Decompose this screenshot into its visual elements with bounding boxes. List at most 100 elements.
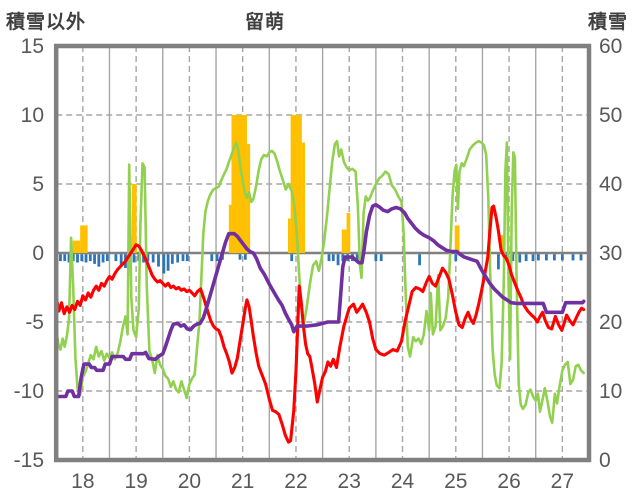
- precip-bar: [238, 254, 242, 260]
- precip-bar: [63, 254, 67, 262]
- precip-bar: [511, 254, 515, 262]
- precip-bar: [80, 254, 84, 262]
- precip-bar: [243, 254, 247, 260]
- sunshine-bar: [72, 240, 81, 253]
- precip-bar: [454, 254, 458, 262]
- precip-bar: [331, 254, 335, 262]
- sunshine-bar: [346, 212, 351, 253]
- sunshine-bar: [131, 184, 137, 253]
- precip-bar: [132, 254, 136, 263]
- precip-bar: [341, 254, 345, 262]
- x-axis-tick: 18: [71, 470, 94, 493]
- x-axis-tick: 20: [178, 470, 201, 493]
- precip-bar: [170, 254, 174, 264]
- sunshine-bar: [301, 142, 306, 253]
- right-axis-title: 積雪: [587, 12, 628, 33]
- sunshine-bar: [290, 115, 302, 253]
- sunshine-bar: [228, 204, 232, 253]
- left-axis-tick: 0: [32, 242, 44, 265]
- sunshine-bar: [80, 225, 88, 253]
- precip-bar: [88, 254, 92, 262]
- precip-bar: [210, 254, 214, 262]
- precip-bar: [336, 254, 340, 266]
- precip-bar: [531, 254, 535, 262]
- series-group: [57, 115, 586, 444]
- x-axis-tick: 24: [391, 470, 415, 493]
- precip-bar: [162, 254, 166, 274]
- sunshine-bar: [341, 229, 347, 253]
- blue-bars: [59, 254, 583, 274]
- chart-title: 留萌: [244, 12, 285, 33]
- sunshine-bar: [246, 143, 251, 253]
- precip-bar: [67, 254, 71, 263]
- left-axis-tick: -10: [14, 380, 44, 403]
- x-axis-tick: 25: [444, 470, 467, 493]
- precip-bar: [105, 254, 109, 262]
- precip-bar: [142, 254, 145, 263]
- precip-bar: [76, 254, 79, 263]
- precip-bar: [536, 254, 540, 261]
- precip-bar: [327, 254, 331, 262]
- precip-bar: [119, 254, 123, 266]
- sunshine-bar: [500, 235, 504, 253]
- right-axis-tick: 10: [599, 380, 622, 403]
- right-axis-tick: 30: [599, 242, 622, 265]
- x-axis-tick: 22: [284, 470, 307, 493]
- x-axis-tick: 27: [551, 470, 574, 493]
- precip-bar: [571, 254, 575, 261]
- precip-bar: [176, 254, 180, 263]
- left-axis-tick: 15: [21, 35, 44, 58]
- precip-bar: [114, 254, 118, 262]
- precip-bar: [290, 254, 294, 262]
- precip-bar: [146, 254, 150, 262]
- precip-bar: [157, 254, 160, 267]
- left-axis-tick: 5: [32, 173, 44, 196]
- precip-bar: [560, 254, 564, 261]
- green-line: [57, 139, 585, 424]
- x-axis-tick: 21: [231, 470, 254, 493]
- precip-bar: [379, 254, 383, 262]
- precip-bar: [497, 254, 500, 270]
- right-axis-tick: 40: [599, 173, 622, 196]
- precip-bar: [185, 254, 189, 262]
- x-axis-tick: 23: [338, 470, 361, 493]
- precip-bar: [374, 254, 378, 262]
- left-axis-tick: -5: [25, 311, 44, 334]
- red-line: [57, 204, 586, 444]
- left-axis-tick: -15: [14, 449, 44, 472]
- precip-bar: [101, 254, 105, 263]
- right-axis-tick: 50: [599, 104, 622, 127]
- precip-bar: [93, 254, 96, 264]
- right-axis-tick: 0: [599, 449, 611, 472]
- precip-bar: [166, 254, 170, 271]
- x-axis-tick: 26: [497, 470, 520, 493]
- precip-bar: [552, 254, 556, 261]
- right-axis-tick: 60: [599, 35, 622, 58]
- precip-bar: [181, 254, 185, 262]
- precip-bar: [418, 254, 421, 266]
- precip-bar: [355, 254, 359, 260]
- precip-bar: [151, 254, 155, 263]
- sunshine-bar: [287, 218, 291, 253]
- sunshine-bar: [231, 115, 247, 253]
- precip-bar: [97, 254, 101, 267]
- precip-bar: [84, 254, 88, 263]
- left-axis-tick: 10: [21, 104, 44, 127]
- right-axis-tick: 20: [599, 311, 622, 334]
- x-axis-tick: 19: [124, 470, 147, 493]
- precip-bar: [215, 254, 219, 262]
- plot-border: [53, 43, 592, 463]
- orange-bars: [72, 115, 504, 253]
- precip-bar: [524, 254, 528, 262]
- left-axis-title: 積雪以外: [6, 12, 87, 33]
- purple-line: [57, 202, 586, 399]
- precip-bar: [544, 254, 548, 261]
- precip-bar: [59, 254, 62, 262]
- precip-bar: [71, 254, 75, 262]
- sunshine-bar: [454, 225, 460, 253]
- precip-bar: [518, 254, 522, 263]
- precip-bar: [579, 254, 583, 261]
